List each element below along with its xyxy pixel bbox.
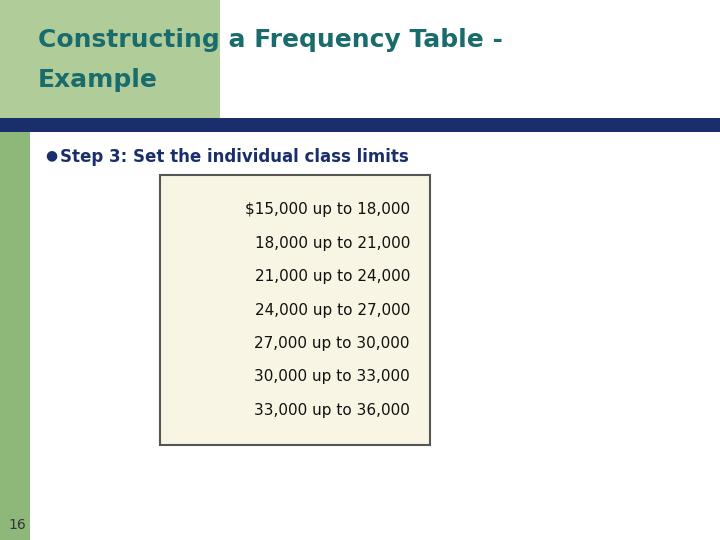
Text: 16: 16 (8, 518, 26, 532)
Text: 27,000 up to 30,000: 27,000 up to 30,000 (254, 336, 410, 351)
Bar (0, 0, 30, 540)
Text: 30,000 up to 33,000: 30,000 up to 33,000 (254, 369, 410, 384)
Text: Step 3: Set the individual class limits: Step 3: Set the individual class limits (60, 148, 409, 166)
Bar (0, 0, 220, 118)
Text: 21,000 up to 24,000: 21,000 up to 24,000 (255, 269, 410, 284)
Text: $15,000 up to 18,000: $15,000 up to 18,000 (245, 202, 410, 217)
Text: 33,000 up to 36,000: 33,000 up to 36,000 (254, 403, 410, 418)
Text: Constructing a Frequency Table -: Constructing a Frequency Table - (38, 28, 503, 52)
Text: ●: ● (45, 148, 57, 162)
Text: 18,000 up to 21,000: 18,000 up to 21,000 (255, 235, 410, 251)
Bar (0, 118, 720, 132)
Text: 24,000 up to 27,000: 24,000 up to 27,000 (255, 302, 410, 318)
Text: Example: Example (38, 68, 158, 92)
Bar (160, 175, 430, 445)
